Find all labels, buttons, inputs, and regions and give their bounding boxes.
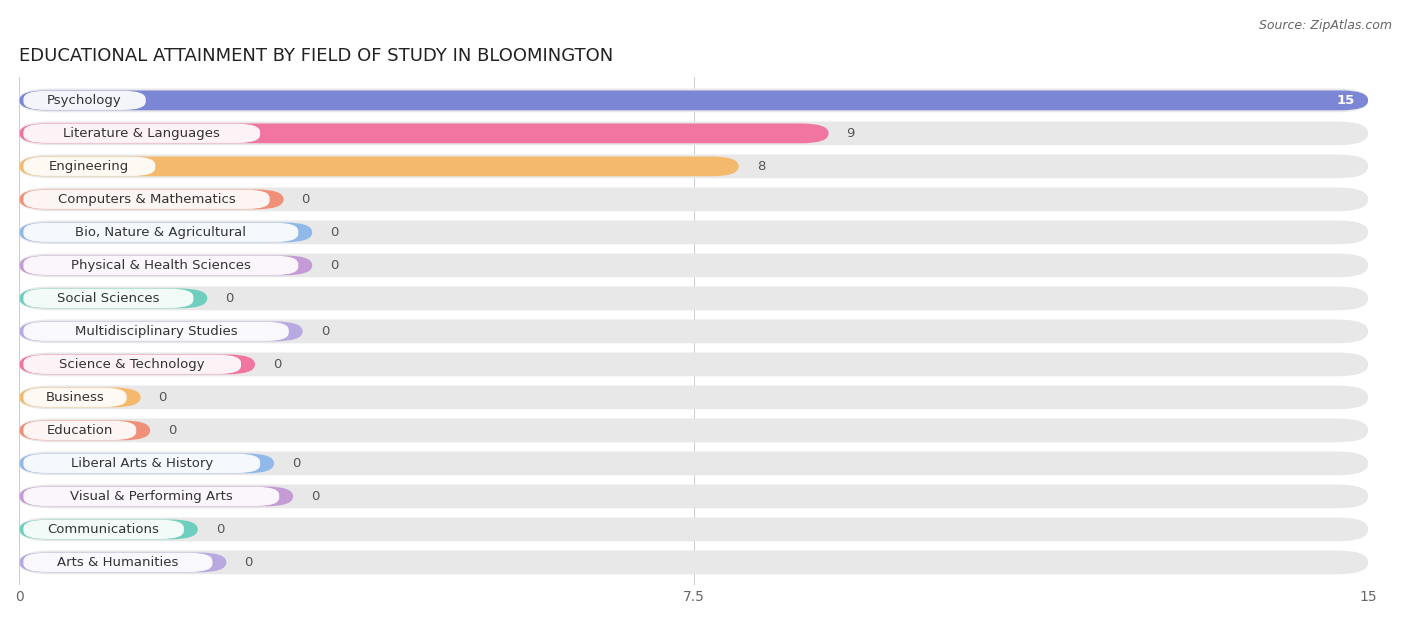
FancyBboxPatch shape xyxy=(20,520,198,539)
FancyBboxPatch shape xyxy=(20,355,254,374)
Text: Arts & Humanities: Arts & Humanities xyxy=(58,556,179,569)
Text: 8: 8 xyxy=(756,160,765,173)
Text: 9: 9 xyxy=(846,127,855,140)
FancyBboxPatch shape xyxy=(20,121,1368,145)
Text: 0: 0 xyxy=(159,391,167,404)
Text: 15: 15 xyxy=(1336,94,1354,107)
FancyBboxPatch shape xyxy=(20,518,1368,541)
FancyBboxPatch shape xyxy=(24,520,184,539)
FancyBboxPatch shape xyxy=(24,322,288,341)
FancyBboxPatch shape xyxy=(20,154,1368,178)
Text: Business: Business xyxy=(45,391,104,404)
Text: 0: 0 xyxy=(245,556,253,569)
FancyBboxPatch shape xyxy=(20,550,1368,574)
FancyBboxPatch shape xyxy=(20,188,1368,211)
Text: 0: 0 xyxy=(330,259,339,272)
FancyBboxPatch shape xyxy=(20,451,1368,475)
FancyBboxPatch shape xyxy=(24,388,127,407)
FancyBboxPatch shape xyxy=(20,322,302,341)
Text: Communications: Communications xyxy=(48,523,160,536)
FancyBboxPatch shape xyxy=(20,552,226,573)
FancyBboxPatch shape xyxy=(24,223,298,242)
Text: 0: 0 xyxy=(292,457,301,470)
FancyBboxPatch shape xyxy=(20,88,1368,112)
FancyBboxPatch shape xyxy=(24,454,260,473)
FancyBboxPatch shape xyxy=(20,190,284,209)
Text: Liberal Arts & History: Liberal Arts & History xyxy=(70,457,212,470)
FancyBboxPatch shape xyxy=(24,355,240,374)
Text: Source: ZipAtlas.com: Source: ZipAtlas.com xyxy=(1258,19,1392,32)
FancyBboxPatch shape xyxy=(20,90,1368,110)
Text: 0: 0 xyxy=(302,193,309,206)
Text: Physical & Health Sciences: Physical & Health Sciences xyxy=(70,259,250,272)
Text: Visual & Performing Arts: Visual & Performing Arts xyxy=(70,490,232,503)
FancyBboxPatch shape xyxy=(24,553,212,572)
FancyBboxPatch shape xyxy=(20,157,738,176)
FancyBboxPatch shape xyxy=(20,487,292,506)
Text: Engineering: Engineering xyxy=(49,160,129,173)
FancyBboxPatch shape xyxy=(24,190,270,209)
FancyBboxPatch shape xyxy=(24,157,155,176)
FancyBboxPatch shape xyxy=(20,418,1368,442)
Text: 0: 0 xyxy=(169,424,177,437)
Text: Science & Technology: Science & Technology xyxy=(59,358,205,371)
Text: Bio, Nature & Agricultural: Bio, Nature & Agricultural xyxy=(76,226,246,239)
Text: 0: 0 xyxy=(215,523,224,536)
Text: 0: 0 xyxy=(311,490,319,503)
FancyBboxPatch shape xyxy=(24,487,280,506)
Text: Education: Education xyxy=(46,424,112,437)
FancyBboxPatch shape xyxy=(20,253,1368,277)
Text: 0: 0 xyxy=(225,292,233,305)
Text: 0: 0 xyxy=(273,358,281,371)
FancyBboxPatch shape xyxy=(20,454,274,473)
Text: EDUCATIONAL ATTAINMENT BY FIELD OF STUDY IN BLOOMINGTON: EDUCATIONAL ATTAINMENT BY FIELD OF STUDY… xyxy=(20,47,613,64)
Text: Computers & Mathematics: Computers & Mathematics xyxy=(58,193,235,206)
FancyBboxPatch shape xyxy=(20,387,141,407)
FancyBboxPatch shape xyxy=(20,123,828,143)
FancyBboxPatch shape xyxy=(20,320,1368,343)
FancyBboxPatch shape xyxy=(20,288,207,308)
FancyBboxPatch shape xyxy=(24,91,146,110)
FancyBboxPatch shape xyxy=(24,256,298,275)
FancyBboxPatch shape xyxy=(20,386,1368,410)
FancyBboxPatch shape xyxy=(24,289,194,308)
FancyBboxPatch shape xyxy=(20,221,1368,244)
FancyBboxPatch shape xyxy=(24,421,136,440)
Text: Multidisciplinary Studies: Multidisciplinary Studies xyxy=(75,325,238,338)
FancyBboxPatch shape xyxy=(20,420,150,441)
Text: 0: 0 xyxy=(330,226,339,239)
FancyBboxPatch shape xyxy=(20,485,1368,508)
Text: Psychology: Psychology xyxy=(48,94,122,107)
Text: Literature & Languages: Literature & Languages xyxy=(63,127,221,140)
FancyBboxPatch shape xyxy=(20,353,1368,376)
FancyBboxPatch shape xyxy=(24,124,260,143)
Text: Social Sciences: Social Sciences xyxy=(58,292,160,305)
Text: 0: 0 xyxy=(321,325,329,338)
FancyBboxPatch shape xyxy=(20,286,1368,310)
FancyBboxPatch shape xyxy=(20,255,312,276)
FancyBboxPatch shape xyxy=(20,222,312,242)
